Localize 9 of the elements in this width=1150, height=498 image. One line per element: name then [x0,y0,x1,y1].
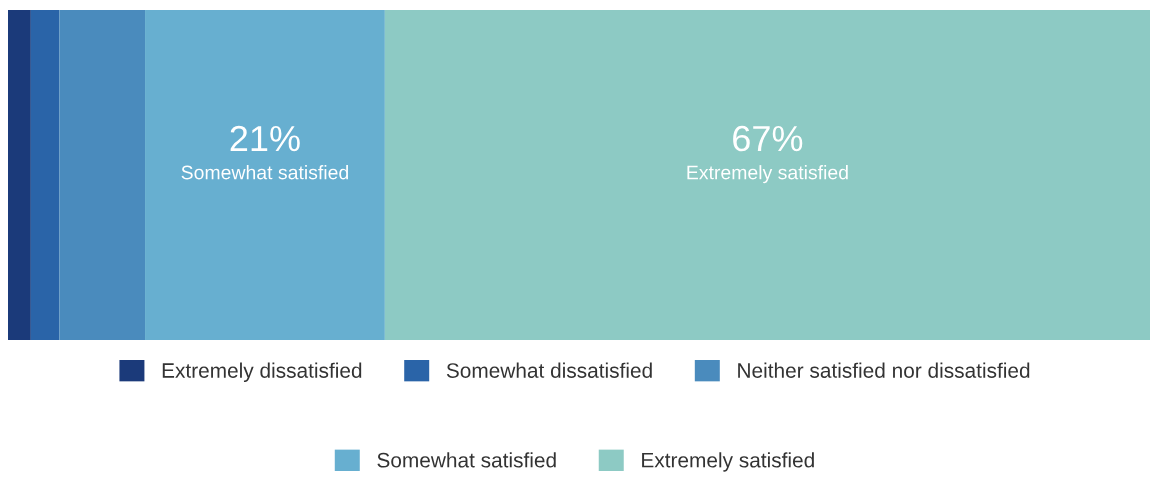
legend-label: Somewhat dissatisfied [446,362,652,378]
legend-label: Extremely dissatisfied [162,362,362,383]
data-label: 67% [733,125,803,152]
legend-label: Extremely satisfied [642,452,814,472]
text: Extremely satisfied [687,165,848,184]
legend-label: Neither satisfied nor dissatisfied [738,362,1030,378]
text: Somewhat satisfied [181,165,348,180]
data-label: 21% [230,125,300,152]
legend-label: Somewhat satisfied [377,452,556,468]
